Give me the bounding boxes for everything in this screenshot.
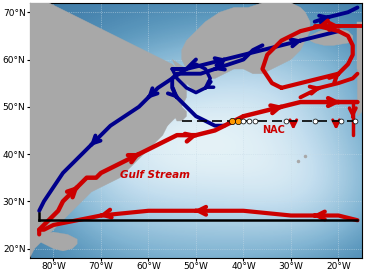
Polygon shape <box>30 232 77 251</box>
Polygon shape <box>357 36 362 116</box>
Text: NAC: NAC <box>262 125 285 135</box>
Polygon shape <box>172 102 187 121</box>
Polygon shape <box>30 3 187 258</box>
Polygon shape <box>130 55 187 126</box>
Polygon shape <box>357 22 362 69</box>
Polygon shape <box>172 3 310 93</box>
Text: Gulf Stream: Gulf Stream <box>120 170 190 180</box>
Polygon shape <box>310 29 353 45</box>
